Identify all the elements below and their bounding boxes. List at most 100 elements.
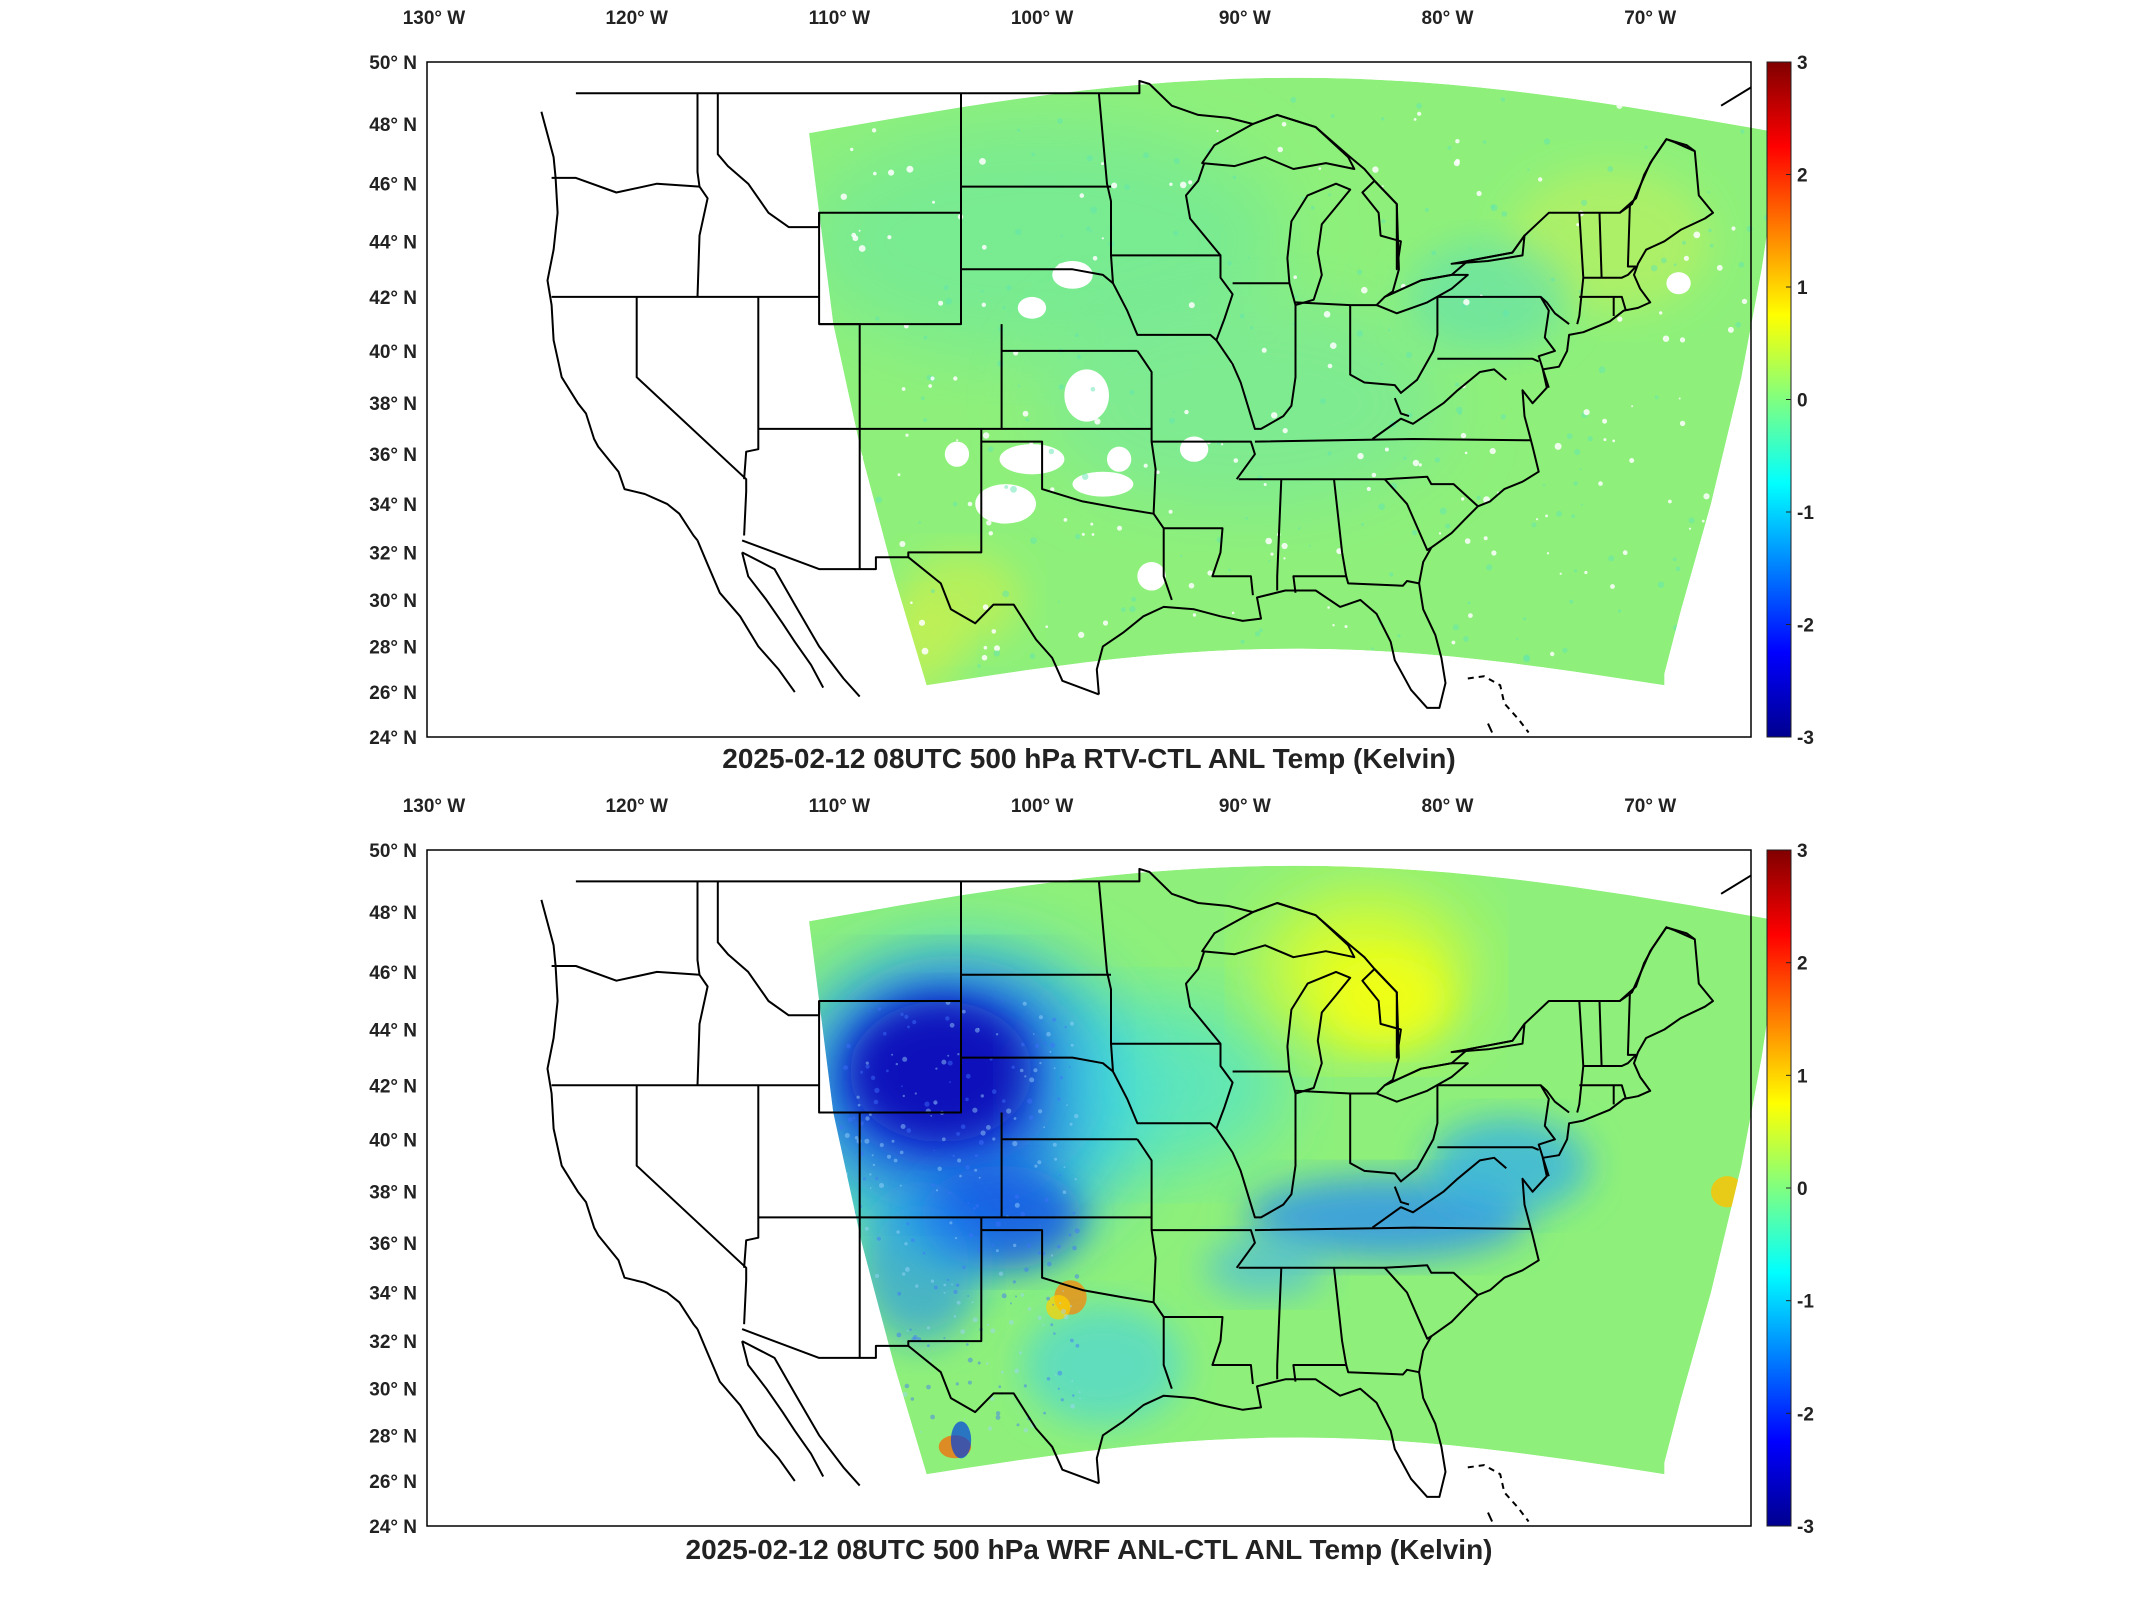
field-speckle xyxy=(956,1300,961,1305)
latitude-label: 48° N xyxy=(369,903,417,924)
longitude-label: 120° W xyxy=(605,796,668,817)
field-speckle xyxy=(947,1054,950,1057)
field-speckle xyxy=(1603,438,1607,442)
field-speckle xyxy=(899,1184,902,1187)
field-speckle xyxy=(922,1251,926,1255)
field-speckle xyxy=(990,1396,995,1401)
field-speckle xyxy=(972,1317,978,1323)
field-speckle xyxy=(1039,1062,1042,1065)
field-speckle xyxy=(905,433,909,437)
field-speckle xyxy=(941,1059,947,1065)
missing-data-gap xyxy=(1137,561,1166,591)
state-boundary xyxy=(1437,1084,1570,1114)
state-boundary xyxy=(696,881,709,1086)
field-speckle xyxy=(941,1137,946,1142)
state-boundary xyxy=(741,428,861,571)
field-speckle xyxy=(963,1418,966,1420)
longitude-label: 100° W xyxy=(1011,796,1074,817)
field-speckle xyxy=(1536,518,1539,521)
latitude-label: 30° N xyxy=(369,591,417,612)
field-warm-spot xyxy=(1046,1294,1071,1320)
canada-border xyxy=(575,867,1696,1087)
field-speckle xyxy=(1644,145,1648,149)
field-speckle xyxy=(1500,97,1506,102)
field-speckle xyxy=(974,1154,978,1158)
field-speckle xyxy=(870,1075,876,1081)
state-boundary xyxy=(551,176,700,194)
latitude-label: 44° N xyxy=(369,232,417,253)
field-speckle xyxy=(1062,1290,1064,1292)
great-lake-outline xyxy=(1286,182,1352,307)
field-speckle xyxy=(1070,1043,1074,1047)
geography-lines xyxy=(540,867,1751,1523)
field-speckle xyxy=(1070,1021,1074,1026)
field-speckle xyxy=(1692,220,1695,223)
baja-coastline xyxy=(696,540,796,693)
field-speckle xyxy=(935,1189,939,1192)
colorbar-tick-label: 1 xyxy=(1797,278,1808,299)
field-speckle xyxy=(1089,230,1093,233)
field-speckle xyxy=(1129,389,1135,395)
field-speckle xyxy=(1366,486,1371,492)
field-speckle xyxy=(1581,503,1584,506)
field-speckle xyxy=(979,158,986,165)
field-speckle xyxy=(930,1114,933,1117)
field-speckle xyxy=(879,1183,884,1188)
field-speckle xyxy=(1072,1394,1075,1397)
field-speckle xyxy=(1309,544,1312,547)
data-field xyxy=(809,77,1782,686)
field-speckle xyxy=(943,1337,946,1339)
field-speckle xyxy=(1482,140,1487,144)
field-speckle xyxy=(951,1283,953,1286)
field-speckle xyxy=(872,1163,876,1167)
latitude-label: 28° N xyxy=(369,1426,417,1447)
field-speckle xyxy=(1086,155,1093,162)
field-speckle xyxy=(1035,1044,1039,1048)
field-speckle xyxy=(897,473,901,477)
state-boundary xyxy=(1345,576,1420,587)
field-speckle xyxy=(1188,180,1193,185)
field-speckle xyxy=(1074,1178,1077,1181)
field-speckle xyxy=(883,1031,887,1036)
field-speckle xyxy=(1740,129,1745,134)
latitude-label: 48° N xyxy=(369,115,417,136)
field-speckle xyxy=(1523,654,1530,661)
field-speckle xyxy=(1693,231,1701,239)
field-speckle xyxy=(1074,1113,1079,1119)
field-speckle xyxy=(1071,1380,1074,1382)
field-speckle xyxy=(978,1140,984,1145)
field-speckle xyxy=(879,1143,884,1147)
field-speckle xyxy=(1001,1293,1007,1299)
longitude-label: 130° W xyxy=(403,796,466,817)
field-speckle xyxy=(966,1343,969,1346)
field-speckle xyxy=(1598,366,1606,374)
colorbar-tick-label: -1 xyxy=(1797,503,1814,524)
field-speckle xyxy=(988,531,993,536)
great-lake-outline xyxy=(1450,1022,1526,1054)
panel-title: 2025-02-12 08UTC 500 hPa RTV-CTL ANL Tem… xyxy=(722,743,1455,774)
field-speckle xyxy=(924,1101,930,1107)
colorbar-tick-label: -1 xyxy=(1797,1292,1814,1313)
field-speckle xyxy=(1584,570,1588,575)
field-speckle xyxy=(980,1130,986,1136)
field-speckle xyxy=(1076,354,1081,360)
field-speckle xyxy=(1012,1141,1018,1147)
field-speckle xyxy=(935,1067,938,1070)
field-speckle xyxy=(1455,382,1460,387)
field-speckle xyxy=(1741,298,1748,305)
field-speckle xyxy=(1179,181,1187,189)
latitude-label: 40° N xyxy=(369,1130,417,1151)
field-speckle xyxy=(977,664,981,668)
latitude-label: 32° N xyxy=(369,543,417,564)
field-speckle xyxy=(1082,473,1089,480)
field-speckle xyxy=(1679,337,1686,343)
field-speckle xyxy=(1184,409,1189,415)
field-speckle xyxy=(840,193,847,200)
field-speckle xyxy=(1380,362,1383,366)
field-speckle xyxy=(1361,286,1368,294)
field-speckle xyxy=(1602,418,1608,424)
field-speckle xyxy=(1046,1296,1050,1301)
field-speckle xyxy=(1542,484,1546,487)
missing-data-gap xyxy=(1072,471,1134,497)
field-speckle xyxy=(1445,523,1451,529)
